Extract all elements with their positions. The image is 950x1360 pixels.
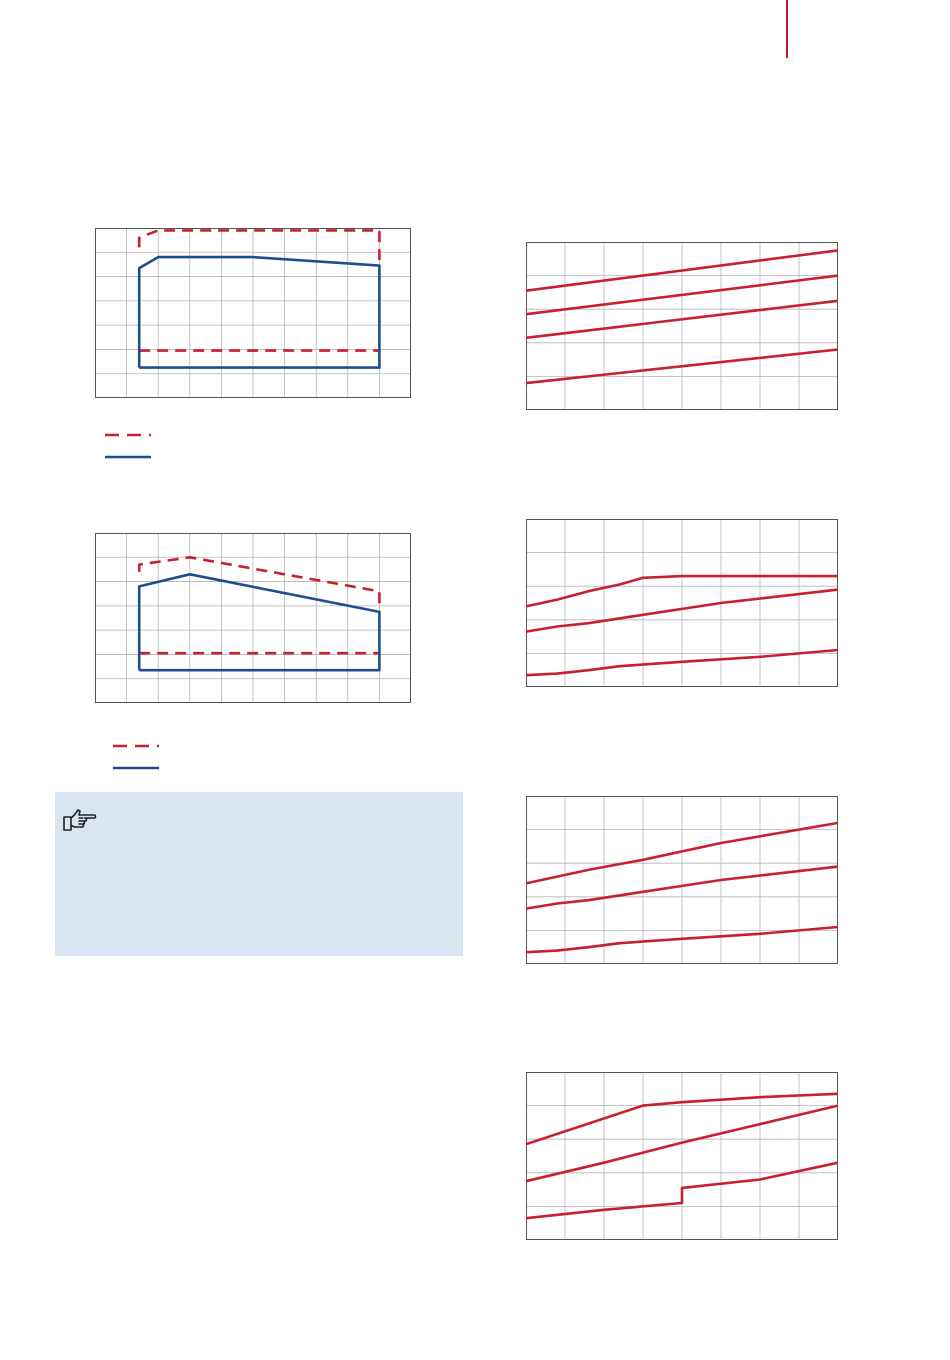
header-rule [786,0,788,58]
series-line-3 [525,648,839,677]
performance-chart-3 [525,796,839,964]
performance-chart-2 [525,519,839,687]
series-line-2 [525,274,839,316]
series-line-2 [525,1104,839,1183]
plot-frame [95,533,411,703]
plot-frame [526,519,838,687]
performance-chart-4 [525,1072,839,1240]
series-line-2 [525,588,839,633]
series-line-3 [525,925,839,954]
series-line-1 [525,1092,839,1146]
series-line-1 [137,555,381,604]
plot-frame [526,242,838,410]
series-line-3 [137,255,381,369]
series-line-1 [137,229,381,267]
operating-range-chart-1 [95,228,411,398]
legend-chart-2 [113,744,159,770]
plot-frame [526,1072,838,1240]
series-line-3 [137,572,381,672]
plot-frame [526,796,838,964]
series-line-3 [525,299,839,340]
note-box [55,792,463,956]
series-line-3 [525,1161,839,1220]
legend-chart-1 [105,433,151,459]
series-line-4 [525,348,839,385]
plot-frame [95,228,411,398]
series-line-1 [525,821,839,885]
performance-chart-1 [525,242,839,410]
series-line-2 [525,865,839,910]
series-line-1 [525,574,838,608]
pointing-hand-icon [63,809,97,831]
series-line-1 [525,249,839,292]
operating-range-chart-2 [95,533,411,703]
